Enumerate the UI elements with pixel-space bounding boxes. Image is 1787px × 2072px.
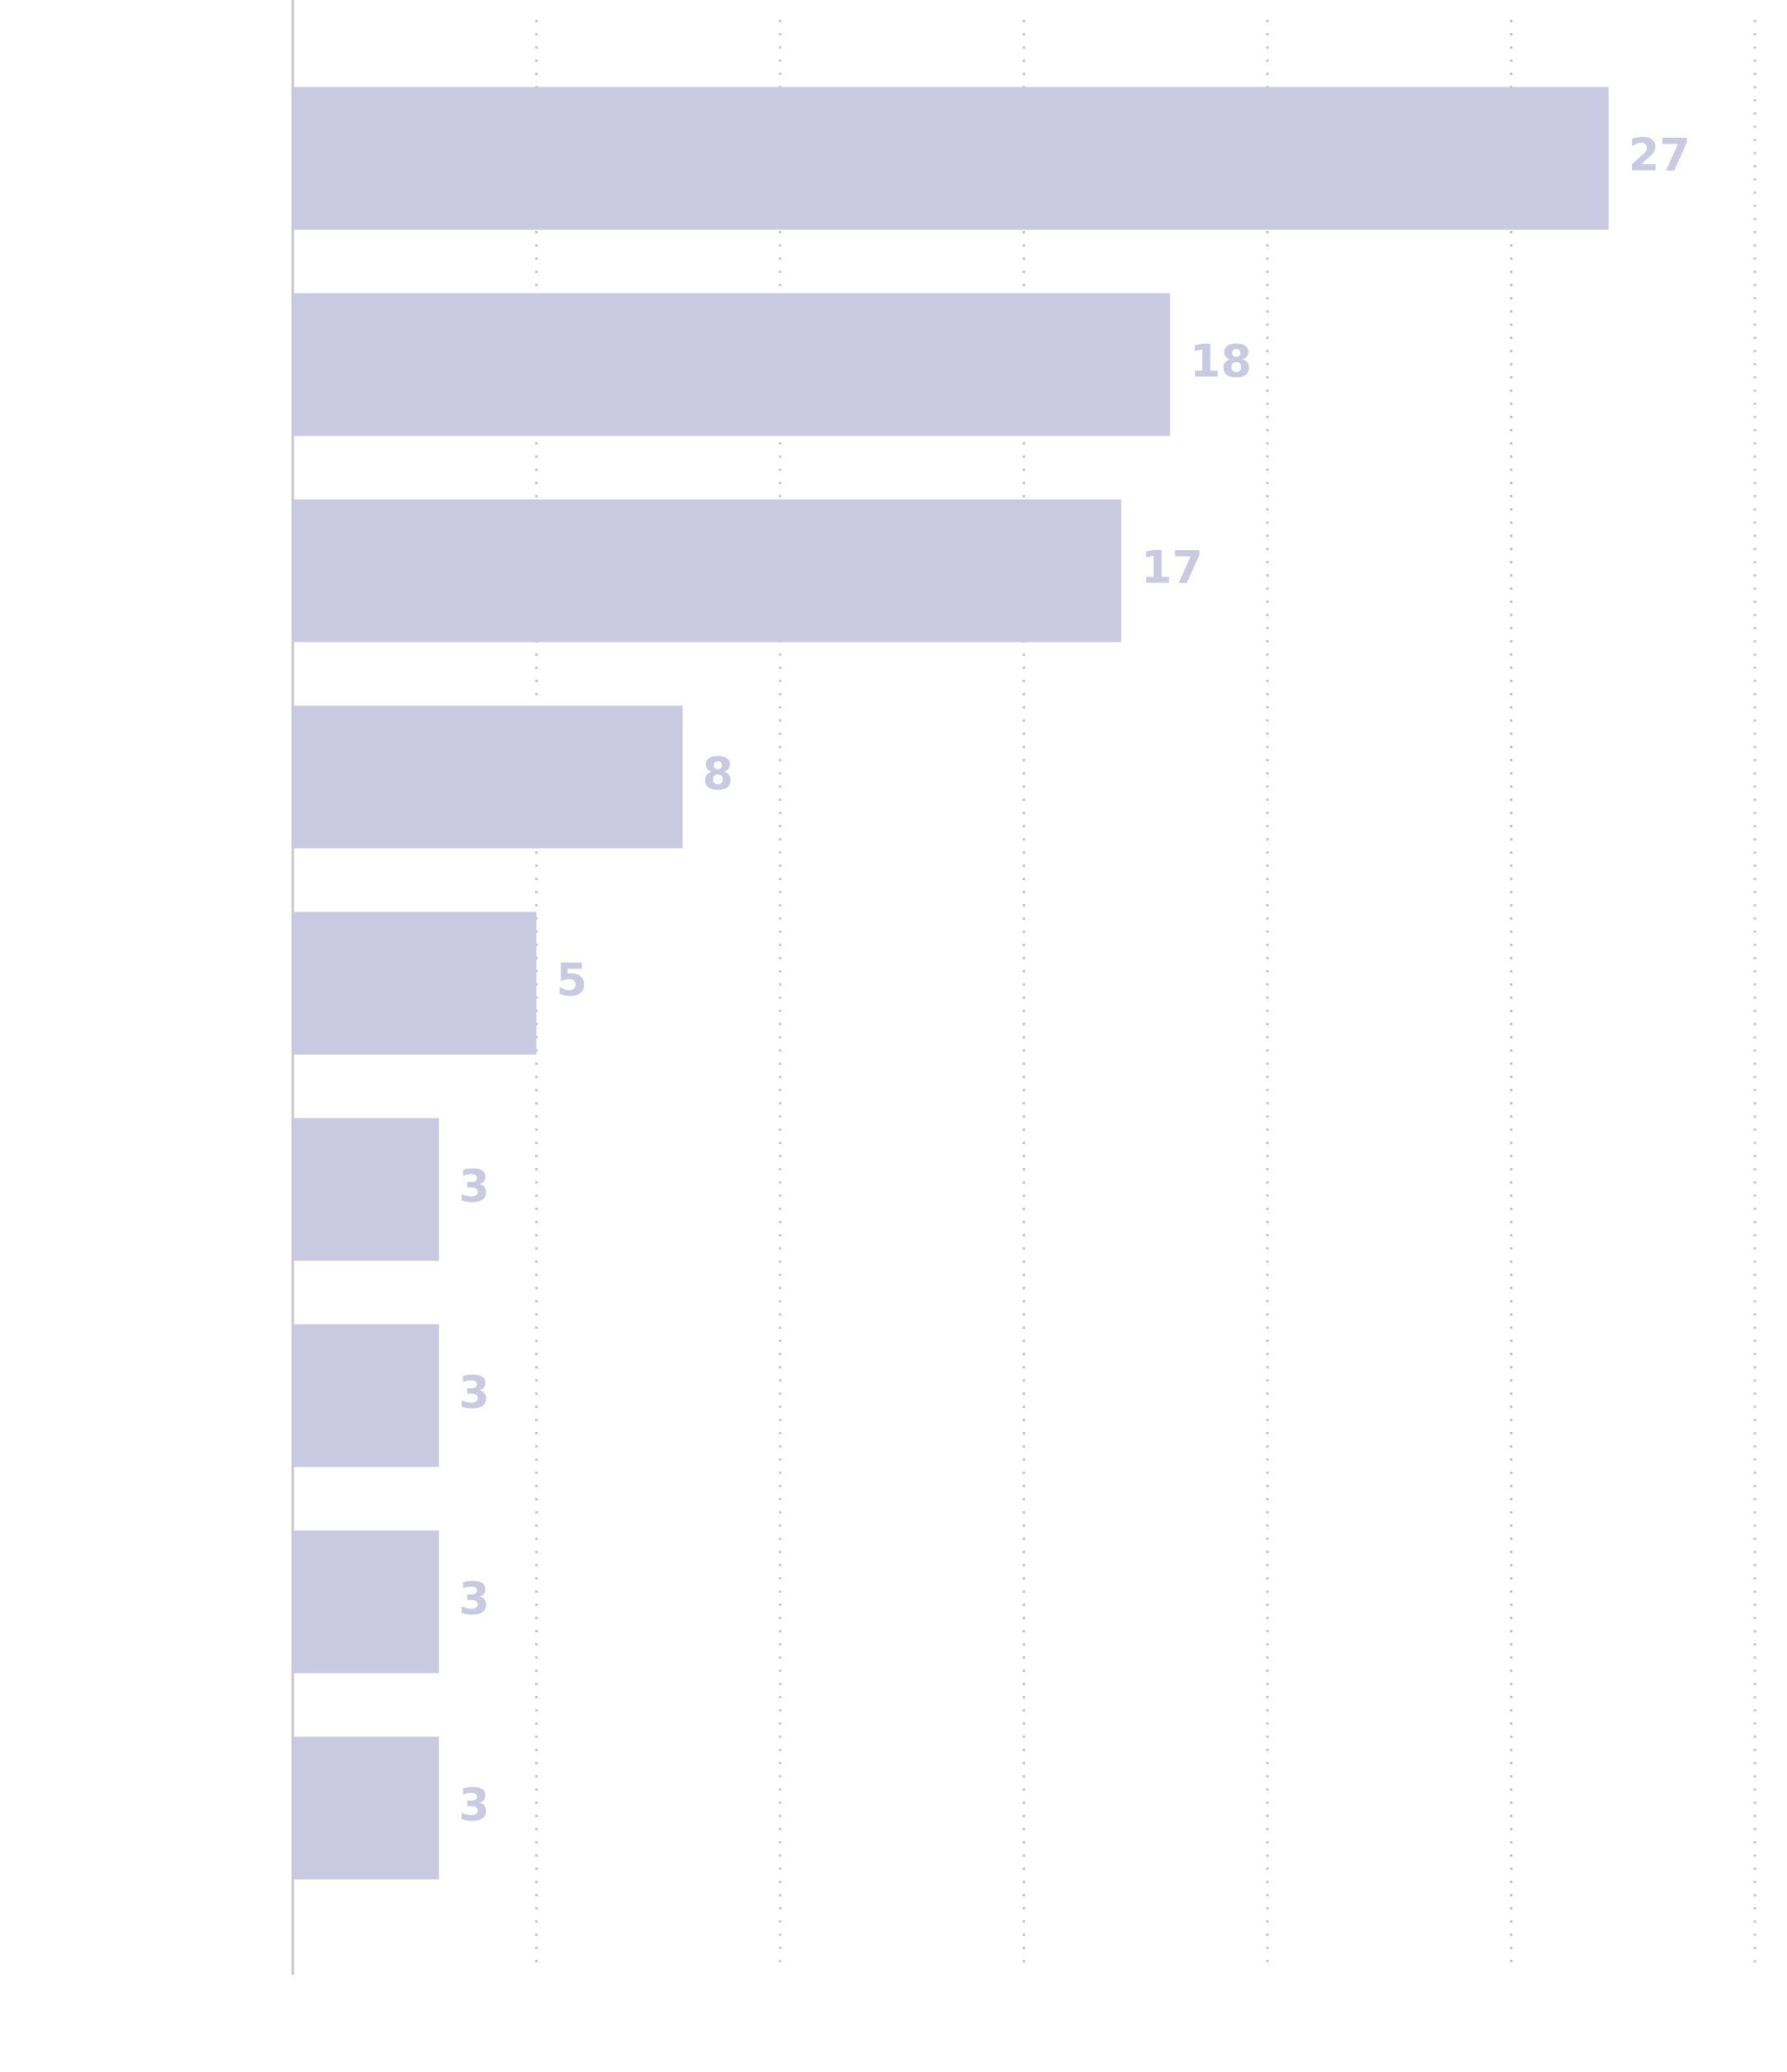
bar bbox=[293, 87, 1609, 230]
value-label: 27 bbox=[1629, 130, 1691, 181]
value-label: 3 bbox=[459, 1779, 490, 1831]
bar bbox=[293, 911, 537, 1055]
value-label: 3 bbox=[459, 1161, 490, 1213]
value-label: 3 bbox=[459, 1573, 490, 1625]
value-label: 8 bbox=[703, 748, 734, 800]
value-label: 18 bbox=[1190, 336, 1252, 388]
bar bbox=[293, 1530, 440, 1674]
bar bbox=[293, 1736, 440, 1880]
value-label: 17 bbox=[1141, 542, 1203, 594]
bar bbox=[293, 1324, 440, 1467]
bar bbox=[293, 705, 683, 849]
bar bbox=[293, 1118, 440, 1261]
value-label: 5 bbox=[557, 954, 588, 1006]
bar bbox=[293, 499, 1122, 643]
bar bbox=[293, 293, 1170, 436]
value-label: 3 bbox=[459, 1367, 490, 1419]
